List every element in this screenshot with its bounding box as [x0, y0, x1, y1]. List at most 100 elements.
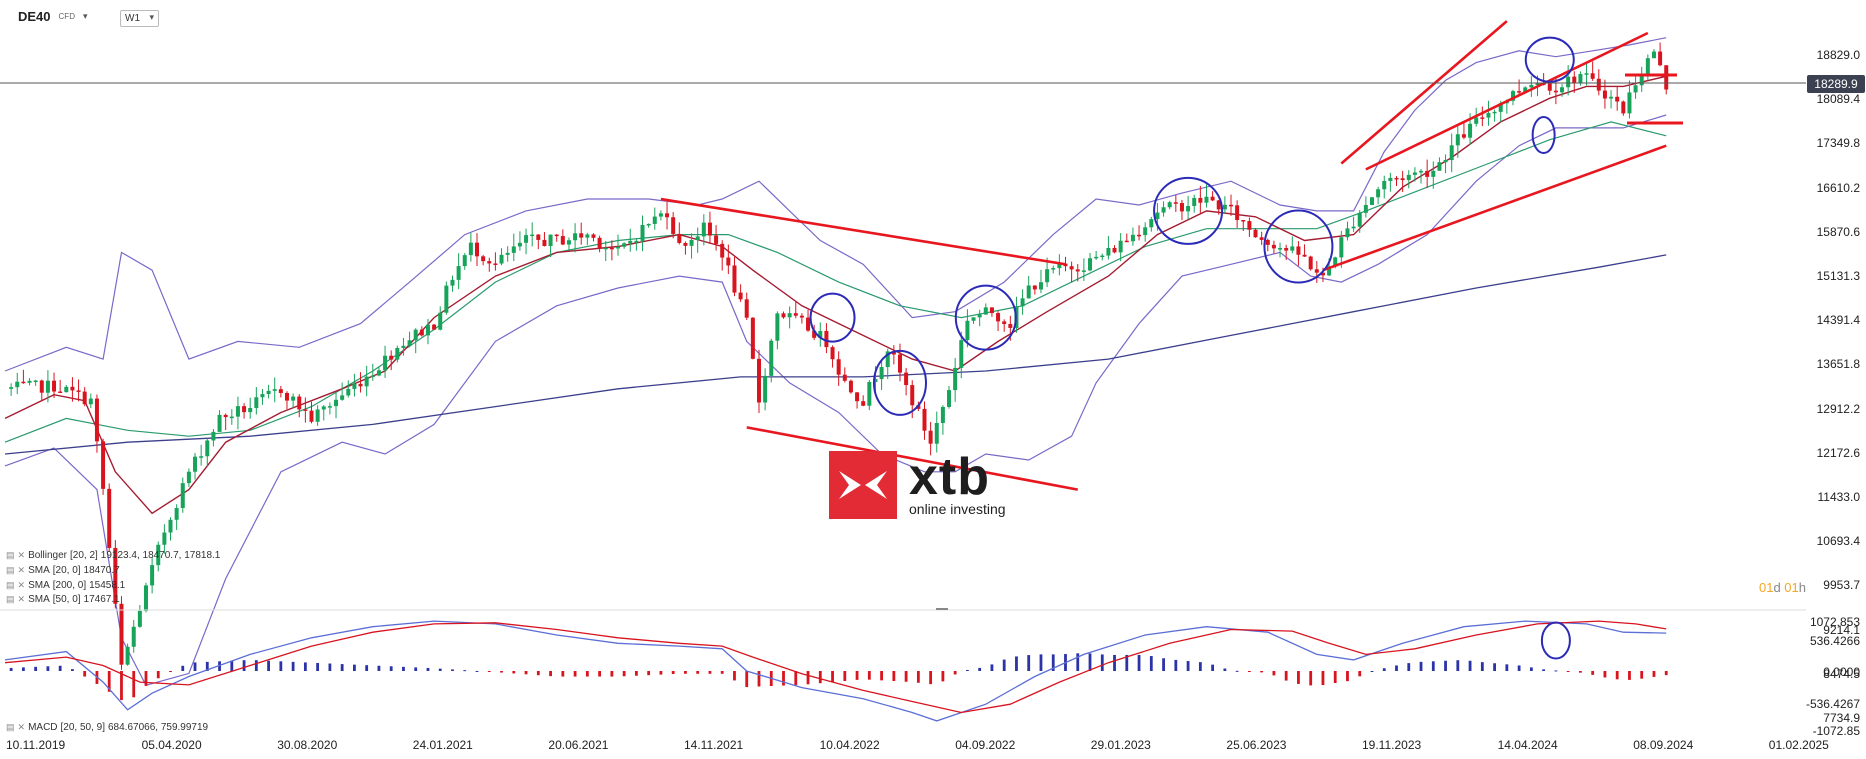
- candle-body: [1517, 91, 1522, 93]
- xtb-logo: xtb online investing: [829, 451, 1006, 519]
- macd-histogram-bar: [524, 671, 528, 675]
- close-icon[interactable]: ✕: [17, 550, 26, 560]
- candle-body: [1486, 113, 1491, 118]
- candle-body: [763, 375, 768, 403]
- candle-body: [1308, 256, 1313, 270]
- macd-histogram-bar: [218, 661, 221, 671]
- legend-value: 17467.1: [83, 594, 120, 605]
- candle-body: [530, 234, 535, 237]
- candle-body: [1088, 258, 1093, 271]
- close-icon[interactable]: ✕: [17, 580, 26, 590]
- candle-body: [1057, 263, 1062, 269]
- macd-histogram-bar: [1382, 668, 1386, 671]
- candle-body: [1602, 90, 1607, 99]
- legend-sma50[interactable]: ▤ ✕ SMA [50, 0] 17467.1: [6, 594, 120, 605]
- macd-histogram-bar: [794, 671, 798, 686]
- tf-value-c[interactable]: 01: [1784, 580, 1799, 595]
- candle-body: [76, 390, 81, 392]
- candle-body: [340, 395, 345, 400]
- candle-body: [162, 532, 167, 545]
- candle-body: [15, 381, 20, 388]
- candle-body: [1051, 268, 1056, 270]
- macd-histogram-bar: [1579, 671, 1582, 673]
- macd-histogram-bar: [573, 671, 577, 677]
- macd-histogram-bar: [745, 671, 749, 688]
- candle-body: [58, 391, 63, 394]
- candle-body: [830, 347, 835, 360]
- candle-body: [1333, 257, 1338, 267]
- candle-body: [947, 390, 952, 407]
- candle-body: [235, 406, 240, 417]
- macd-histogram-bar: [1419, 661, 1423, 671]
- candle-body: [1075, 269, 1080, 272]
- candle-body: [1069, 266, 1074, 270]
- candle-body: [1535, 83, 1540, 85]
- macd-histogram-bar: [1591, 671, 1595, 675]
- settings-icon[interactable]: ▤: [6, 722, 15, 732]
- candle-body: [229, 416, 234, 419]
- candle-body: [438, 312, 443, 330]
- macd-histogram-bar: [1260, 671, 1264, 673]
- candle-body: [1045, 269, 1050, 283]
- candle-body: [781, 313, 786, 318]
- legend-params: [50, 0]: [52, 594, 81, 605]
- candle-body: [419, 329, 424, 336]
- settings-icon[interactable]: ▤: [6, 550, 15, 560]
- candle-body: [597, 237, 602, 249]
- candle-body: [1314, 269, 1319, 273]
- timeframe-select[interactable]: W1 ▾: [120, 10, 159, 27]
- time-tick-label: 29.01.2023: [1090, 738, 1151, 752]
- macd-histogram-bar: [340, 664, 344, 671]
- candle-body: [1118, 240, 1123, 253]
- sma200-line: [4, 254, 1667, 455]
- macd-histogram-bar: [1493, 663, 1496, 671]
- highlight-circle: [1531, 115, 1556, 154]
- macd-histogram-bar: [598, 671, 602, 677]
- settings-icon[interactable]: ▤: [6, 580, 15, 590]
- candle-body: [505, 252, 510, 255]
- price-tick-label: 14391.4: [1816, 313, 1860, 328]
- trend-line: [1340, 20, 1508, 165]
- timeframe-shortcut[interactable]: 01d 01h: [1759, 580, 1806, 595]
- legend-bollinger[interactable]: ▤ ✕ Bollinger [20, 2] 19123.4, 18470.7, 1…: [6, 550, 220, 561]
- close-icon[interactable]: ✕: [17, 565, 26, 575]
- chart-header: DE40 CFD ▾: [18, 6, 88, 26]
- candle-body: [665, 213, 670, 218]
- symbol-name[interactable]: DE40: [18, 8, 51, 24]
- candle-body: [248, 407, 253, 413]
- close-icon[interactable]: ✕: [17, 722, 26, 732]
- candle-body: [1210, 196, 1215, 201]
- xtb-logo-mark: [829, 451, 897, 519]
- macd-histogram-bar: [1370, 671, 1374, 672]
- close-icon[interactable]: ✕: [17, 594, 26, 604]
- candle-body: [1651, 51, 1656, 59]
- candle-body: [297, 396, 302, 410]
- highlight-circle: [872, 349, 927, 416]
- macd-histogram-bar: [843, 671, 847, 681]
- candle-body: [1645, 58, 1650, 75]
- macd-histogram-bar: [21, 667, 25, 671]
- settings-icon[interactable]: ▤: [6, 594, 15, 604]
- legend-label: SMA: [28, 565, 50, 576]
- candle-body: [677, 233, 682, 243]
- legend-macd[interactable]: ▤ ✕ MACD [20, 50, 9] 684.67066, 759.99719: [6, 722, 208, 733]
- trend-line: [746, 426, 1078, 491]
- tf-value-a[interactable]: 01: [1758, 580, 1774, 595]
- logo-tagline: online investing: [909, 501, 1006, 517]
- candle-body: [1425, 170, 1430, 177]
- macd-histogram-bar: [733, 671, 736, 681]
- macd-line: [4, 620, 1667, 722]
- trend-line: [1365, 31, 1649, 171]
- symbol-dropdown-icon[interactable]: ▾: [82, 10, 88, 21]
- legend-sma20[interactable]: ▤ ✕ SMA [20, 0] 18470.7: [6, 565, 120, 576]
- candle-body: [548, 234, 553, 246]
- legend-sma200[interactable]: ▤ ✕ SMA [200, 0] 15458.1: [6, 580, 125, 591]
- candle-body: [536, 234, 541, 240]
- candle-body: [1400, 178, 1405, 181]
- price-tick-label: 18829.0: [1816, 48, 1860, 62]
- settings-icon[interactable]: ▤: [6, 565, 15, 575]
- price-tick-label: 15131.3: [1816, 269, 1860, 283]
- candle-body: [787, 313, 792, 318]
- price-tick-label: 11433.0: [1817, 490, 1861, 504]
